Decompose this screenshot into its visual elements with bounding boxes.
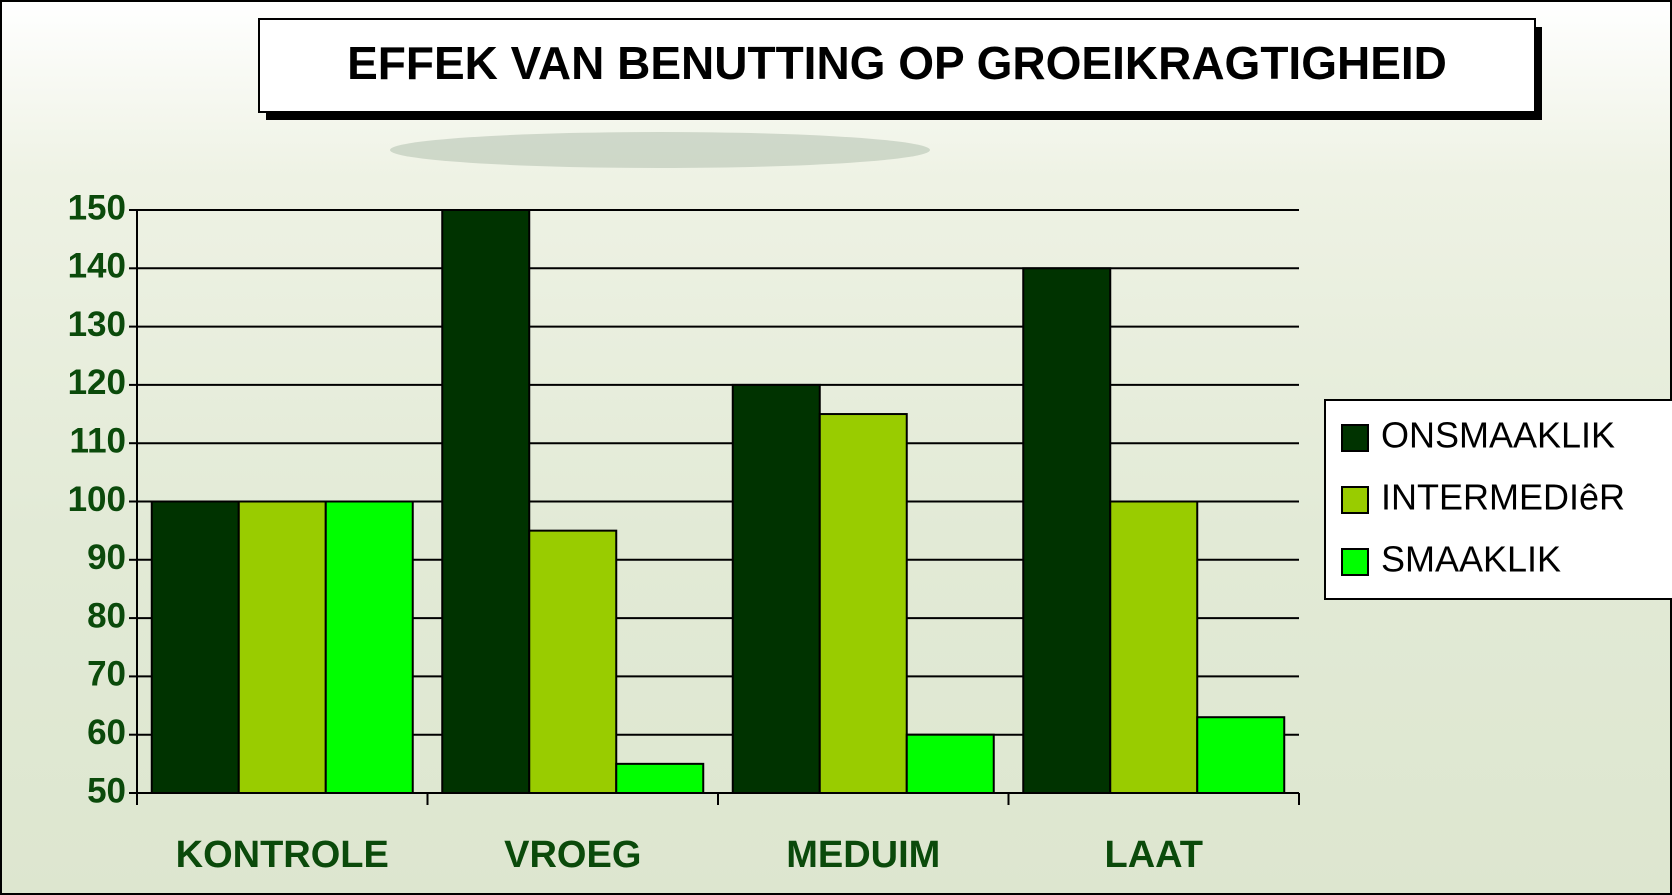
legend-swatch [1342,549,1368,575]
legend-label: ONSMAAKLIK [1381,415,1615,456]
y-tick-label: 60 [87,713,126,752]
x-tick-label: KONTROLE [176,834,389,876]
legend-swatch [1342,425,1368,451]
background-decor [390,132,930,168]
bar [1110,502,1197,794]
bar [820,414,907,793]
bar [1197,717,1284,793]
y-tick-label: 120 [68,363,126,402]
y-tick-label: 80 [87,596,126,635]
chart-title: EFFEK VAN BENUTTING OP GROEIKRAGTIGHEID [347,37,1447,89]
bar [239,502,326,794]
chart: EFFEK VAN BENUTTING OP GROEIKRAGTIGHEID … [0,0,1672,895]
bar [733,385,820,793]
bar [616,764,703,793]
y-tick-label: 90 [87,538,126,577]
bar [1023,268,1110,793]
y-tick-label: 70 [87,655,126,694]
legend-label: SMAAKLIK [1381,539,1561,580]
y-tick-label: 100 [68,480,126,519]
y-tick-label: 110 [70,421,126,460]
y-tick-label: 50 [87,771,126,810]
y-tick-label: 150 [68,188,126,227]
x-tick-label: VROEG [504,834,641,876]
legend-swatch [1342,487,1368,513]
y-tick-label: 140 [68,247,126,286]
bar [442,210,529,793]
bar [907,735,994,793]
bar [529,531,616,793]
legend-label: INTERMEDIêR [1381,477,1625,518]
bar [326,502,413,794]
y-tick-label: 130 [68,305,126,344]
x-tick-label: LAAT [1105,834,1204,876]
x-tick-label: MEDUIM [786,834,940,876]
bar [152,502,239,794]
